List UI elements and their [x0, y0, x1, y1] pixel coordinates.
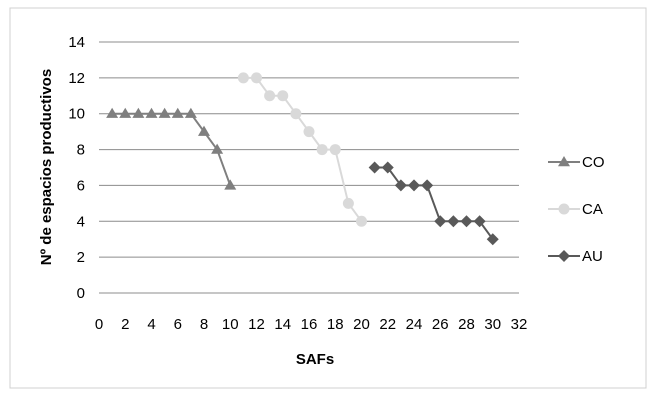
y-tick-label: 12 [68, 70, 85, 87]
x-tick-label: 22 [379, 316, 396, 333]
data-point-au [460, 215, 473, 228]
series-co [106, 107, 237, 190]
data-point-co [224, 179, 237, 190]
x-tick-label: 6 [174, 316, 182, 333]
data-point-co [119, 107, 132, 118]
legend-marker-ca [558, 203, 570, 215]
series-line-ca [243, 76, 363, 222]
data-point-au [421, 179, 434, 192]
data-point-ca [277, 90, 289, 102]
legend-marker-au [558, 250, 570, 262]
x-tick-label: 16 [301, 316, 318, 333]
y-tick-label: 4 [77, 213, 85, 230]
legend-item-ca: CA [548, 201, 603, 218]
data-point-co [106, 107, 119, 118]
data-point-au [394, 179, 407, 192]
x-tick-label: 14 [274, 316, 291, 333]
x-tick-label: 12 [248, 316, 265, 333]
data-point-co [211, 143, 224, 154]
series-ca [237, 72, 367, 227]
data-point-ca [329, 144, 341, 156]
x-tick-label: 32 [511, 316, 528, 333]
legend-marker-co [558, 156, 570, 167]
x-tick-label: 10 [222, 316, 239, 333]
legend-label-au: AU [582, 248, 603, 265]
data-point-co [145, 107, 158, 118]
data-point-ca [237, 72, 249, 84]
series-au [368, 161, 499, 246]
data-point-ca [316, 144, 328, 156]
x-tick-label: 8 [200, 316, 208, 333]
x-tick-label: 26 [432, 316, 449, 333]
x-tick-label: 24 [406, 316, 423, 333]
data-point-ca [264, 90, 276, 102]
y-tick-label: 6 [77, 177, 85, 194]
data-point-au [408, 179, 420, 192]
y-tick-label: 2 [77, 249, 85, 266]
x-tick-label: 0 [95, 316, 103, 333]
x-tick-label: 2 [121, 316, 129, 333]
data-point-ca [356, 215, 367, 227]
data-point-ca [290, 108, 302, 120]
data-point-co [158, 107, 171, 118]
data-point-au [381, 161, 394, 174]
legend-item-co: CO [548, 154, 605, 171]
data-point-ca [303, 126, 315, 138]
legend: CO CA AU [548, 154, 605, 265]
data-point-au [486, 233, 499, 246]
x-tick-label: 4 [147, 316, 155, 333]
legend-label-co: CO [582, 154, 605, 171]
data-point-au [434, 215, 447, 228]
series-line-au [374, 166, 494, 240]
x-tick-label: 28 [458, 316, 475, 333]
x-tick-label: 20 [353, 316, 370, 333]
data-point-ca [251, 72, 262, 84]
y-tick-label: 8 [77, 142, 85, 159]
chart-frame [9, 7, 647, 389]
data-point-ca [342, 197, 354, 209]
y-tick-label: 14 [68, 34, 85, 51]
legend-item-au: AU [548, 248, 603, 265]
y-tick-label: 10 [68, 106, 85, 123]
x-tick-label: 18 [327, 316, 344, 333]
x-axis-title: SAFs [296, 351, 334, 368]
data-point-au [368, 161, 381, 174]
legend-label-ca: CA [582, 201, 603, 218]
data-point-co [132, 107, 145, 118]
y-tick-label: 0 [77, 285, 85, 302]
x-tick-label: 30 [484, 316, 501, 333]
series-group [106, 72, 499, 246]
data-point-co [171, 107, 184, 118]
y-axis-title: Nº de espacios productivos [38, 69, 55, 265]
data-point-au [447, 215, 460, 228]
series-line-co [112, 112, 232, 186]
data-point-au [473, 215, 486, 228]
data-point-co [198, 125, 210, 136]
data-point-co [184, 107, 197, 118]
